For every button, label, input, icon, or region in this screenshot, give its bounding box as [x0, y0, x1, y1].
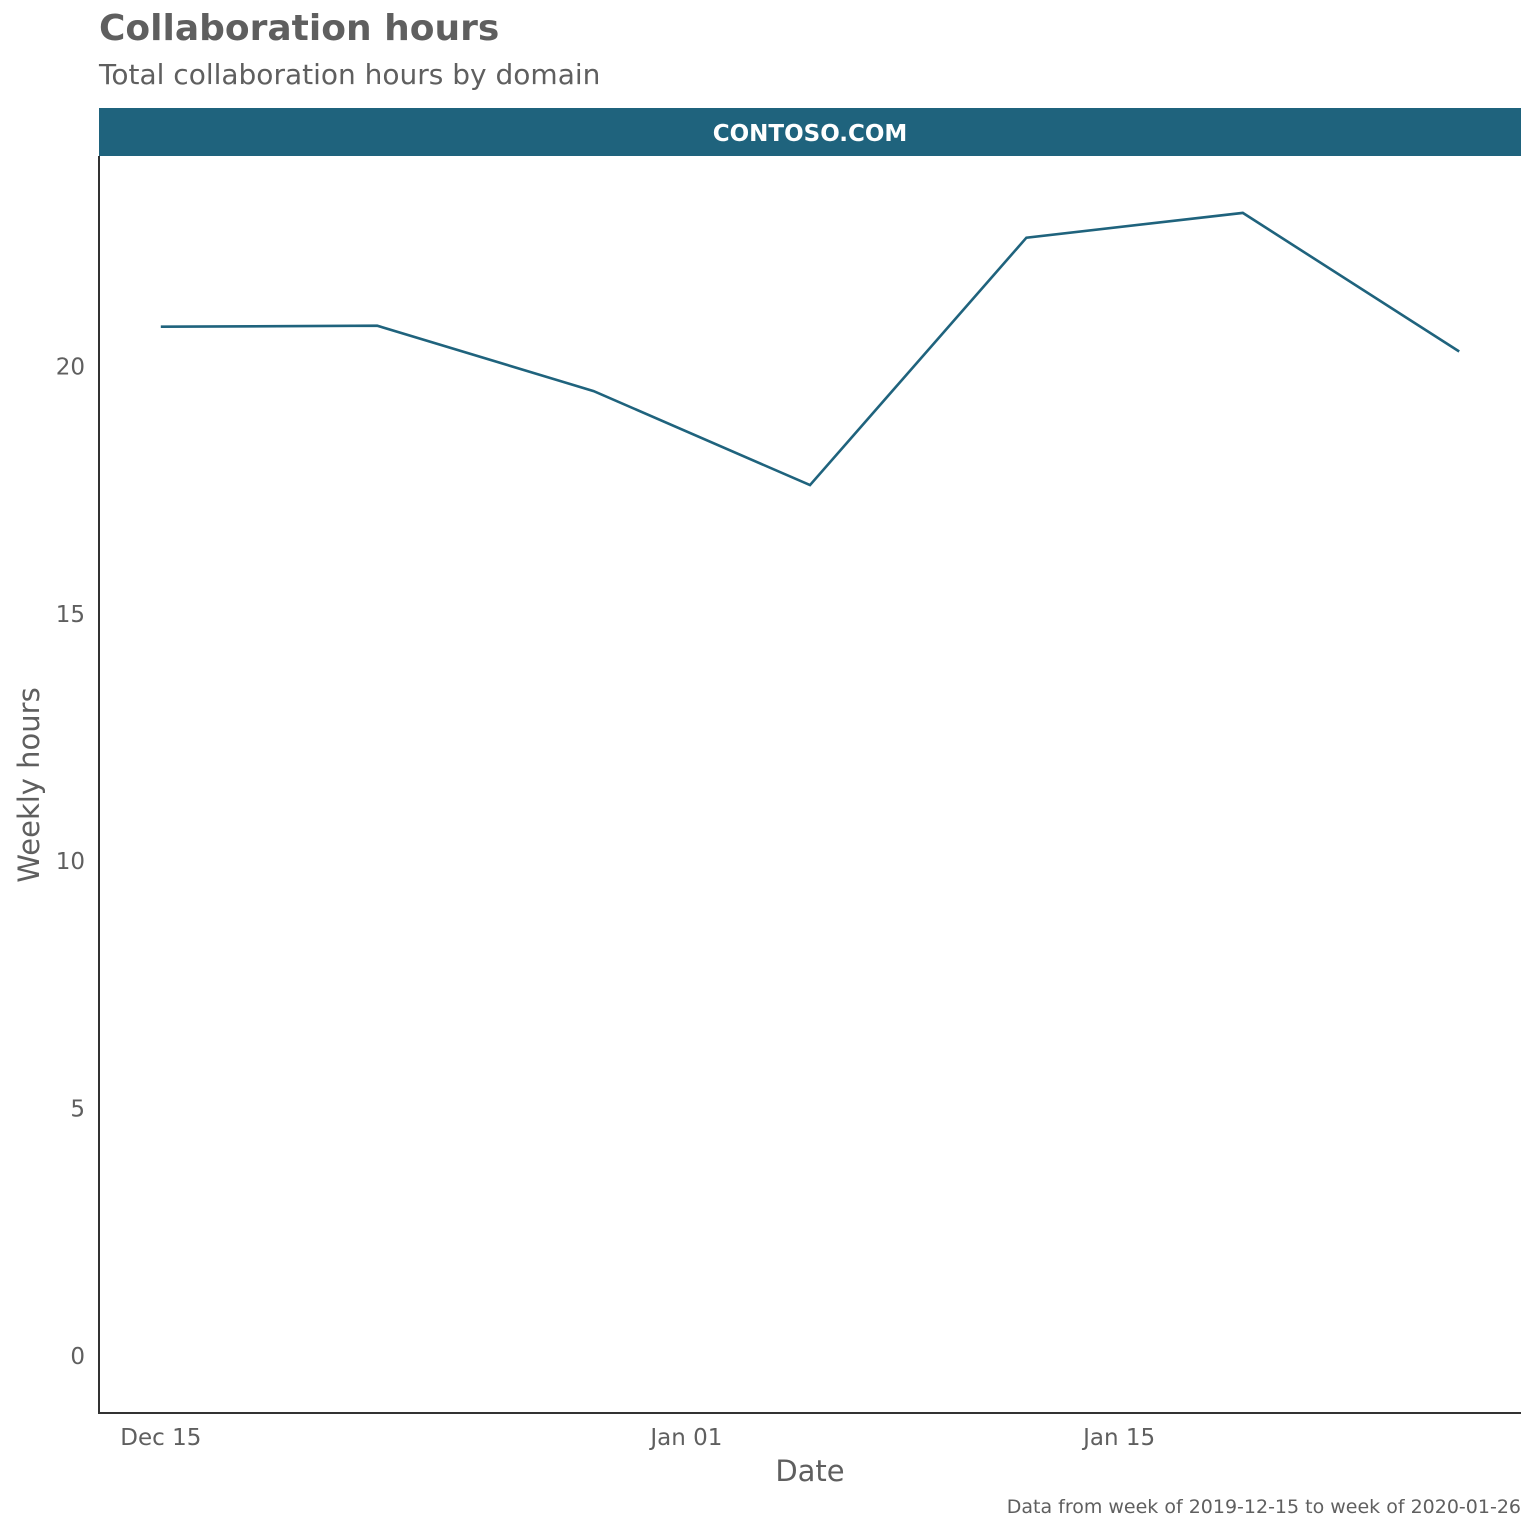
chart-title: Collaboration hours	[99, 8, 500, 49]
y-tick-label: 5	[70, 1097, 85, 1123]
y-tick-label: 15	[56, 602, 85, 628]
x-tick-label: Dec 15	[120, 1425, 201, 1451]
chart-caption: Data from week of 2019-12-15 to week of …	[1006, 1496, 1521, 1518]
x-tick-label: Jan 01	[648, 1425, 722, 1451]
facet-label: CONTOSO.COM	[713, 121, 908, 147]
facet-strip	[99, 108, 1521, 156]
y-axis-label: Weekly hours	[12, 687, 46, 882]
chart-subtitle: Total collaboration hours by domain	[99, 58, 601, 91]
y-tick-label: 10	[56, 849, 85, 875]
y-tick-label: 0	[70, 1344, 85, 1370]
y-tick-label: 20	[56, 354, 85, 380]
x-tick-label: Jan 15	[1081, 1425, 1155, 1451]
x-axis-label: Date	[775, 1454, 844, 1488]
series-line	[160, 211, 1460, 487]
